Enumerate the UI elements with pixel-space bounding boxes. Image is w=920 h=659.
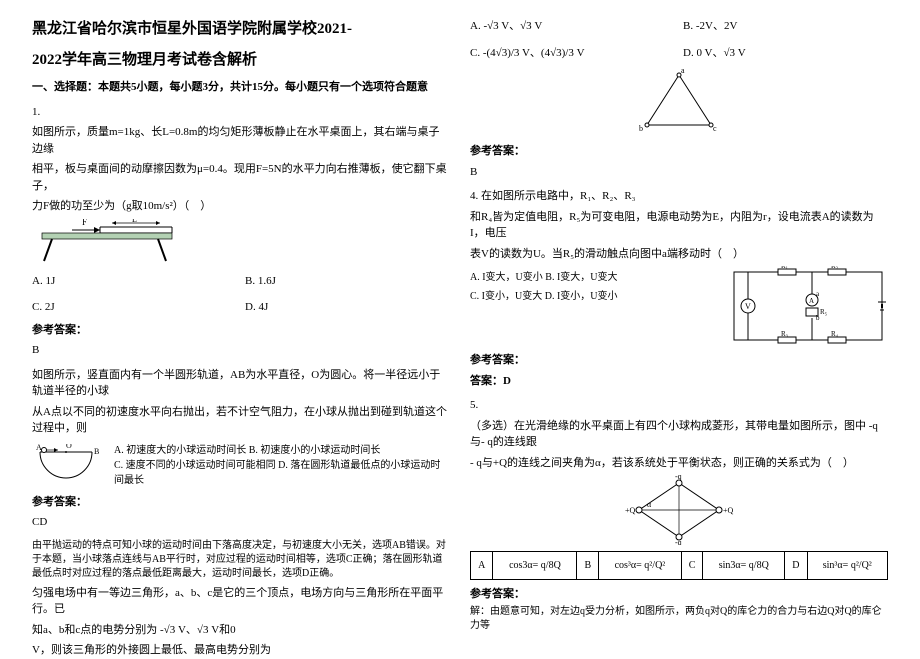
q1-answer-label: 参考答案： [32,322,450,339]
svg-text:-q: -q [675,475,682,481]
q2-diagram: A B O [32,444,102,486]
q4-circuit-diagram: V R₁ R₂ R₃ R₄ A R₅ a b [728,266,888,346]
svg-text:+Q: +Q [723,506,734,515]
svg-text:-q: -q [675,538,682,545]
svg-text:R₅: R₅ [820,308,828,316]
q4-text-3: 表V的读数为U。当R₅的滑动触点向图中a端移动时（ ） [470,246,888,263]
q5-cell-b-label: B [577,552,599,580]
q3-text-3: V，则该三角形的外接圆上最低、最高电势分别为 [32,642,450,659]
svg-text:a: a [816,290,820,298]
q3-triangle-diagram: a b c [629,67,729,137]
left-column: 黑龙江省哈尔滨市恒星外国语学院附属学校2021- 2022学年高三物理月考试卷含… [22,18,460,633]
svg-text:R₁: R₁ [781,266,788,270]
svg-text:a: a [681,67,685,75]
q5-cell-c: sin3α= q/8Q [703,552,785,580]
q5-answer-label: 参考答案： [470,586,888,603]
svg-text:R₂: R₂ [831,266,839,270]
exam-title-line2: 2022学年高三物理月考试卷含解析 [32,49,450,72]
q5-cell-d-label: D [785,552,807,580]
q1-text-1: 如图所示，质量m=1kg、长L=0.8m的均匀矩形薄板静止在水平桌面上，其右端与… [32,124,450,157]
q5-cell-a-label: A [471,552,493,580]
q5-number: 5. [470,397,888,414]
q5-text-2: - q与+Q的连线之间夹角为α，若该系统处于平衡状态，则正确的关系式为（ ） [470,455,888,472]
q4-text-2: 和R₄皆为定值电阻，R₅为可变电阻，电源电动势为E，内阻为r，设电流表A的读数为… [470,209,888,242]
q3-answer: B [470,164,888,181]
q4-opt-a: A. I变大，U变小 [470,272,543,283]
svg-text:b: b [639,124,643,133]
q5-rhombus-diagram: -q -q +Q +Q α [619,475,739,545]
svg-text:R₃: R₃ [781,330,789,338]
q4-answer-label: 参考答案： [470,352,888,369]
svg-text:A: A [36,444,42,452]
exam-title-line1: 黑龙江省哈尔滨市恒星外国语学院附属学校2021- [32,18,450,41]
q5-explain: 解：由题意可知，对左边q受力分析，如图所示，两负q对Q的库仑力的合力与右边Q对Q… [470,605,888,633]
svg-text:L: L [132,219,137,224]
q1-text-2: 相平，板与桌面间的动摩擦因数为μ=0.4。现用F=5N的水平力向右推薄板，使它翻… [32,161,450,194]
svg-text:c: c [713,124,717,133]
q1-opt-a: A. 1J [32,273,237,290]
q2-opt-a: A. 初速度大的小球运动时间长 B. 初速度小的小球运动时间长 [114,443,450,458]
q4-opt-b: B. I变大，U变大 [545,272,617,283]
q3-text-2: 知a、b和c点的电势分别为 -√3 V、√3 V和0 [32,622,450,639]
section-heading: 一、选择题：本题共5小题，每小题3分，共计15分。每小题只有一个选项符合题意 [32,79,450,96]
svg-text:F: F [82,219,87,227]
q4-answer: 答案：D [470,373,888,390]
q1-opt-b: B. 1.6J [245,273,450,290]
q2-answer: CD [32,514,450,531]
q2-text-1: 如图所示，竖直面内有一个半圆形轨道，AB为水平直径，O为圆心。将一半径远小于轨道… [32,367,450,400]
q1-opt-c: C. 2J [32,299,237,316]
q5-cell-b: cos³α= q²/Q² [599,552,682,580]
q3-opt-c: C. -(4√3)/3 V、(4√3)/3 V [470,45,675,62]
q1-number: 1. [32,104,450,121]
q3-opt-d: D. 0 V、√3 V [683,45,888,62]
q2-opt-c: C. 速度不同的小球运动时间可能相同 D. 落在圆形轨道最低点的小球运动时间最长 [114,458,450,488]
q2-text-2: 从A点以不同的初速度水平向右抛出，若不计空气阻力，在小球从抛出到碰到轨道这个过程… [32,404,450,437]
q3-opt-b: B. -2V、2V [683,18,888,35]
q1-answer: B [32,342,450,359]
right-column: A. -√3 V、√3 V B. -2V、2V C. -(4√3)/3 V、(4… [460,18,898,633]
q5-cell-a: cos3α= q/8Q [493,552,577,580]
q4-opt-c: C. I变小，U变大 [470,291,542,302]
q1-opt-d: D. 4J [245,299,450,316]
svg-text:b: b [816,314,820,322]
svg-text:O: O [66,444,72,450]
q2-answer-label: 参考答案： [32,494,450,511]
q3-answer-label: 参考答案： [470,143,888,160]
q4-opt-d: D. I变小，U变小 [545,291,618,302]
q5-cell-c-label: C [681,552,703,580]
q1-text-3: 力F做的功至少为（g取10m/s²）（ ） [32,198,450,215]
q1-diagram: F L [32,219,192,267]
q5-option-table: A cos3α= q/8Q B cos³α= q²/Q² C sin3α= q/… [470,551,888,580]
q5-cell-d: sin³α= q²/Q² [807,552,887,580]
q5-text-1: （多选）在光滑绝缘的水平桌面上有四个小球构成菱形，其带电量如图所示，图中 -q与… [470,418,888,451]
svg-text:A: A [809,297,814,305]
q4-text-1: 4. 在如图所示电路中，R₁、R₂、R₃ [470,188,888,205]
svg-text:B: B [94,447,99,456]
svg-text:+Q: +Q [625,506,636,515]
q2-explain: 由平抛运动的特点可知小球的运动时间由下落高度决定，与初速度大小无关，选项AB错误… [32,539,450,581]
q3-opt-a: A. -√3 V、√3 V [470,18,675,35]
svg-text:V: V [745,302,751,311]
q3-text-1: 匀强电场中有一等边三角形，a、b、c是它的三个顶点，电场方向与三角形所在平面平行… [32,585,450,618]
svg-text:R₄: R₄ [831,330,839,338]
